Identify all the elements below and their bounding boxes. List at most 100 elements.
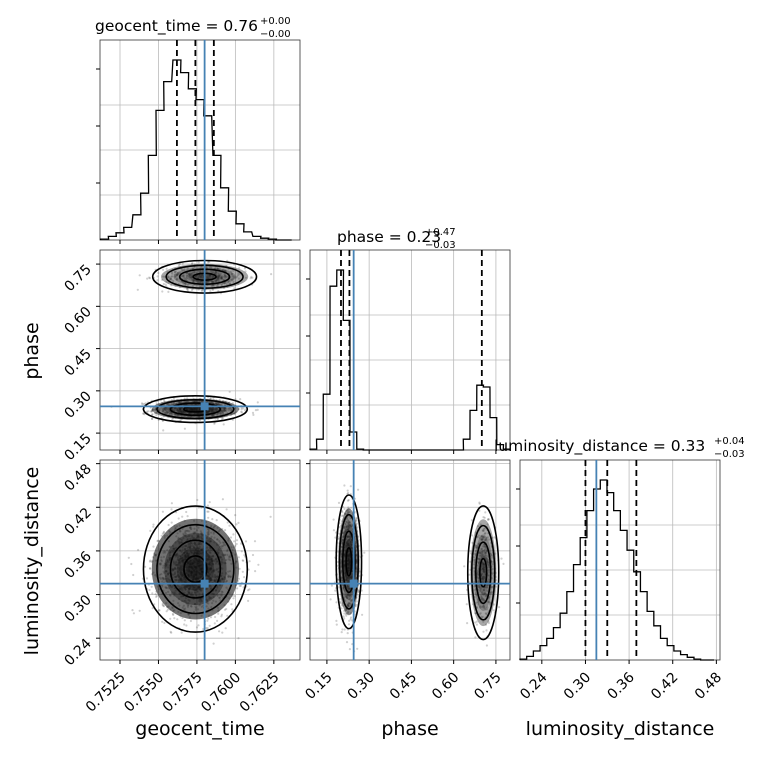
density-shade — [346, 550, 352, 574]
hist-bar — [587, 511, 594, 660]
x-tick-label: 0.42 — [648, 670, 681, 703]
y-tick-label: 0.15 — [61, 431, 94, 464]
density-shade — [480, 561, 487, 585]
x-tick-label: 0.7575 — [160, 670, 206, 716]
hist-bar — [681, 655, 688, 660]
contour-line — [156, 398, 235, 420]
contour-line — [335, 494, 363, 630]
hist-bar — [141, 193, 149, 240]
contour-line — [470, 524, 496, 621]
y-tick-label: 0.30 — [61, 388, 94, 421]
hist-bar — [236, 224, 244, 240]
contour-line — [475, 541, 492, 605]
hist-bar — [661, 638, 668, 660]
hist-bar — [620, 530, 627, 660]
hist-bar — [647, 611, 654, 660]
ylabel-phase: phase — [21, 322, 43, 379]
hist-bar — [244, 232, 252, 240]
contour-line — [142, 395, 249, 424]
x-tick-label: 0.30 — [345, 670, 378, 703]
hist-bar — [560, 613, 567, 660]
title-phase-minus: −0.03 — [425, 240, 456, 251]
contour-line — [479, 557, 488, 588]
hist-step-line — [309, 269, 511, 451]
contour-line — [142, 505, 249, 633]
x-tick-label: 0.30 — [561, 670, 594, 703]
y-tick-label: 0.42 — [61, 505, 94, 538]
y-tick-label: 0.36 — [61, 548, 94, 581]
x-tick-label: 0.60 — [429, 670, 462, 703]
x-tick-label: 0.36 — [605, 669, 638, 702]
panel-phase-hist — [306, 249, 511, 454]
xlabel-phase: phase — [381, 718, 438, 740]
hist-step-line — [519, 479, 715, 661]
hist-bar — [483, 387, 490, 450]
title-geocent-time-plus: +0.00 — [260, 16, 291, 27]
x-tick-label: 0.7600 — [198, 670, 244, 716]
contour-line — [466, 505, 500, 641]
scatter-points — [329, 484, 505, 653]
x-tick-label: 0.15 — [302, 670, 335, 703]
hist-bar — [674, 651, 681, 660]
density-shade — [470, 519, 497, 627]
scatter-points — [127, 498, 272, 645]
hist-bar — [317, 439, 324, 450]
title-luminosity-distance: luminosity_distance = 0.33 — [494, 437, 705, 456]
density-shade — [164, 401, 227, 417]
panel-frame — [99, 39, 301, 241]
panels-layer: 0.24 0.30 0.36 0.42 0.480.150.300.450.600.75… — [61, 39, 725, 716]
panel-geocent_time-vs-phase: 0.15 0.30 0.45 0.60 0.75 — [61, 249, 301, 464]
title-luminosity-distance-minus: −0.03 — [714, 449, 745, 460]
hist-bar — [553, 628, 560, 660]
hist-bar — [614, 511, 621, 660]
y-tick-label: 0.30 — [61, 592, 94, 625]
hist-bar — [627, 550, 634, 660]
x-tick-label: 0.75 — [471, 670, 504, 703]
density-shade — [151, 398, 239, 420]
density-shade — [164, 533, 227, 606]
x-tick-label: 0.7625 — [237, 670, 283, 716]
panel-frame — [99, 459, 301, 661]
ylabel-luminosity-distance: luminosity_distance — [21, 467, 43, 656]
hist-bar — [330, 286, 337, 450]
y-tick-label: 0.75 — [61, 262, 94, 295]
title-geocent-time: geocent_time = 0.76 — [95, 17, 258, 36]
panel-luminosity_distance-hist: 0.24 0.30 0.36 0.42 0.48 — [516, 459, 725, 703]
contour-line — [156, 523, 235, 615]
contour-line — [183, 555, 208, 584]
title-luminosity-distance-plus: +0.04 — [714, 436, 745, 447]
panel-frame — [99, 249, 301, 451]
xlabel-luminosity-distance: luminosity_distance — [526, 718, 715, 740]
panel-frame — [519, 459, 721, 661]
y-tick-label: 0.24 — [61, 636, 94, 669]
density-shade — [186, 558, 205, 580]
hist-bar — [463, 439, 470, 450]
hist-bar — [654, 626, 661, 660]
hist-bar — [124, 227, 132, 240]
title-geocent-time-minus: −0.00 — [260, 29, 291, 40]
hist-bar — [148, 155, 156, 240]
contour-line — [169, 402, 222, 417]
hist-bar — [133, 215, 141, 240]
x-tick-label: 0.45 — [387, 670, 420, 703]
panel-phase-vs-luminosity_distance: 0.15 0.30 0.45 0.60 0.75 — [302, 459, 511, 703]
title-phase: phase = 0.23 — [337, 228, 441, 246]
x-tick-label: 0.7525 — [83, 670, 129, 716]
hist-bar — [567, 592, 574, 660]
hist-bar — [547, 638, 554, 660]
hist-bar — [540, 646, 547, 660]
hist-bar — [181, 73, 189, 240]
hist-bar — [574, 565, 581, 660]
density-shade — [151, 518, 239, 620]
xlabel-geocent-time: geocent_time — [135, 718, 264, 740]
hist-step-line — [99, 59, 292, 241]
y-tick-label: 0.60 — [61, 304, 94, 337]
contour-line — [345, 547, 353, 577]
hist-bar — [640, 592, 647, 660]
truth-marker — [349, 579, 358, 588]
panel-frame — [309, 249, 511, 451]
panel-geocent_time-hist — [96, 39, 301, 244]
hist-bar — [533, 651, 540, 660]
